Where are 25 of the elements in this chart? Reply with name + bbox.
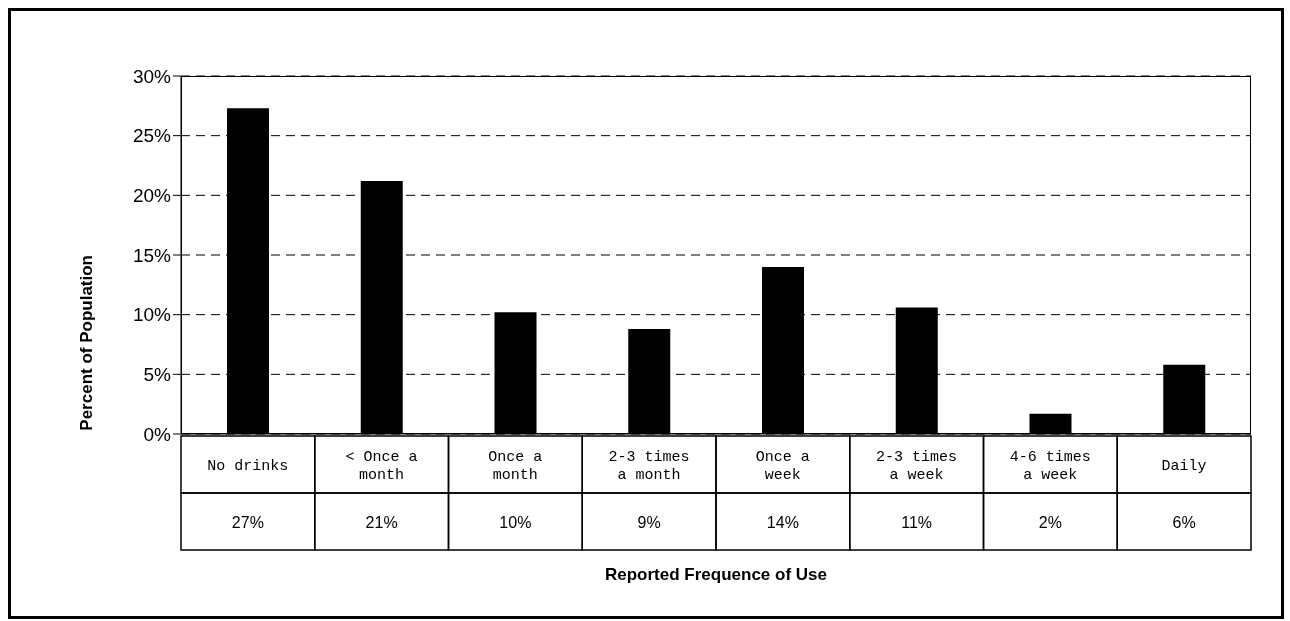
data-label: 6%	[1172, 513, 1196, 531]
y-tick-label: 30%	[132, 65, 172, 87]
data-label: 9%	[637, 513, 661, 531]
x-tick-label: 2-3 times a month	[608, 448, 690, 484]
y-tick-label: 0%	[143, 423, 172, 445]
y-tick-label: 15%	[132, 244, 172, 266]
y-axis-title: Percent of Population	[77, 255, 97, 431]
data-label: 10%	[499, 513, 532, 531]
y-tick-label: 5%	[143, 364, 172, 386]
x-tick-label: 4-6 times a week	[1009, 448, 1091, 484]
x-tick-label: Once a month	[488, 448, 543, 484]
x-axis-title: Reported Frequence of Use	[605, 565, 827, 584]
x-tick-label: < Once a month	[345, 448, 418, 484]
x-tick-label: 2-3 times a week	[876, 448, 958, 484]
y-tick-label: 10%	[132, 304, 172, 326]
x-tick-label: Once a week	[755, 448, 810, 484]
y-tick-label: 25%	[132, 125, 172, 147]
data-label: 21%	[365, 513, 398, 531]
x-tick-label: No drinks	[207, 457, 289, 475]
data-label: 2%	[1038, 513, 1062, 531]
data-label: 14%	[766, 513, 799, 531]
y-tick-label: 20%	[132, 185, 172, 207]
x-tick-label: Daily	[1161, 457, 1207, 475]
data-label: 27%	[231, 513, 264, 531]
data-label: 11%	[901, 513, 933, 531]
